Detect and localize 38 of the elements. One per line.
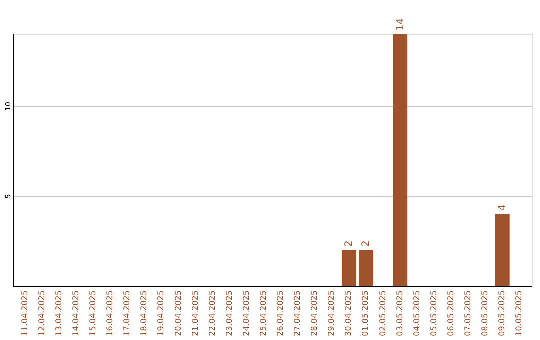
x-tick-label: 22.04.2025 (208, 290, 217, 336)
x-tick-label: 27.04.2025 (293, 290, 302, 336)
bar (393, 34, 408, 286)
x-tick-label: 06.05.2025 (446, 290, 456, 336)
data-label: 2 (344, 240, 356, 247)
x-tick-label: 08.05.2025 (480, 290, 490, 336)
data-label: 2 (361, 240, 372, 247)
x-tick-label: 16.04.2025 (106, 290, 115, 336)
x-tick-label: 23.04.2025 (224, 290, 234, 336)
data-label: 4 (498, 204, 509, 211)
x-tick-label: 09.05.2025 (498, 290, 507, 336)
x-tick-label: 04.05.2025 (412, 290, 422, 336)
x-tick-label: 20.04.2025 (174, 290, 183, 336)
bar (359, 250, 374, 286)
x-tick-label: 11.04.2025 (20, 290, 30, 336)
x-tick-label: 02.05.2025 (378, 290, 388, 336)
x-tick-label: 14.04.2025 (71, 290, 80, 336)
x-tick-label: 25.04.2025 (258, 290, 268, 336)
x-tick-label: 29.04.2025 (327, 290, 336, 336)
x-tick-label: 10.05.2025 (514, 290, 524, 336)
x-tick-label: 18.04.2025 (140, 290, 149, 336)
x-tick-label: 01.05.2025 (361, 290, 370, 336)
data-label: 14 (395, 18, 406, 31)
x-tick-label: 19.04.2025 (156, 290, 166, 336)
x-tick-label: 07.05.2025 (464, 290, 473, 336)
x-tick-label: 15.04.2025 (88, 290, 98, 336)
x-tick-label: 13.04.2025 (54, 290, 64, 336)
x-tick-label: 17.04.2025 (122, 290, 132, 336)
x-tick-label: 30.04.2025 (344, 290, 354, 336)
x-tick-label: 21.04.2025 (190, 290, 200, 336)
x-tick-label: 24.04.2025 (242, 290, 251, 336)
bar (342, 250, 356, 286)
bar (495, 214, 510, 286)
x-tick-label: 28.04.2025 (310, 290, 320, 336)
x-tick-label: 03.05.2025 (395, 290, 404, 336)
x-tick-label: 26.04.2025 (276, 290, 286, 336)
x-tick-label: 12.04.2025 (37, 290, 46, 336)
x-tick-label: 05.05.2025 (429, 290, 438, 336)
